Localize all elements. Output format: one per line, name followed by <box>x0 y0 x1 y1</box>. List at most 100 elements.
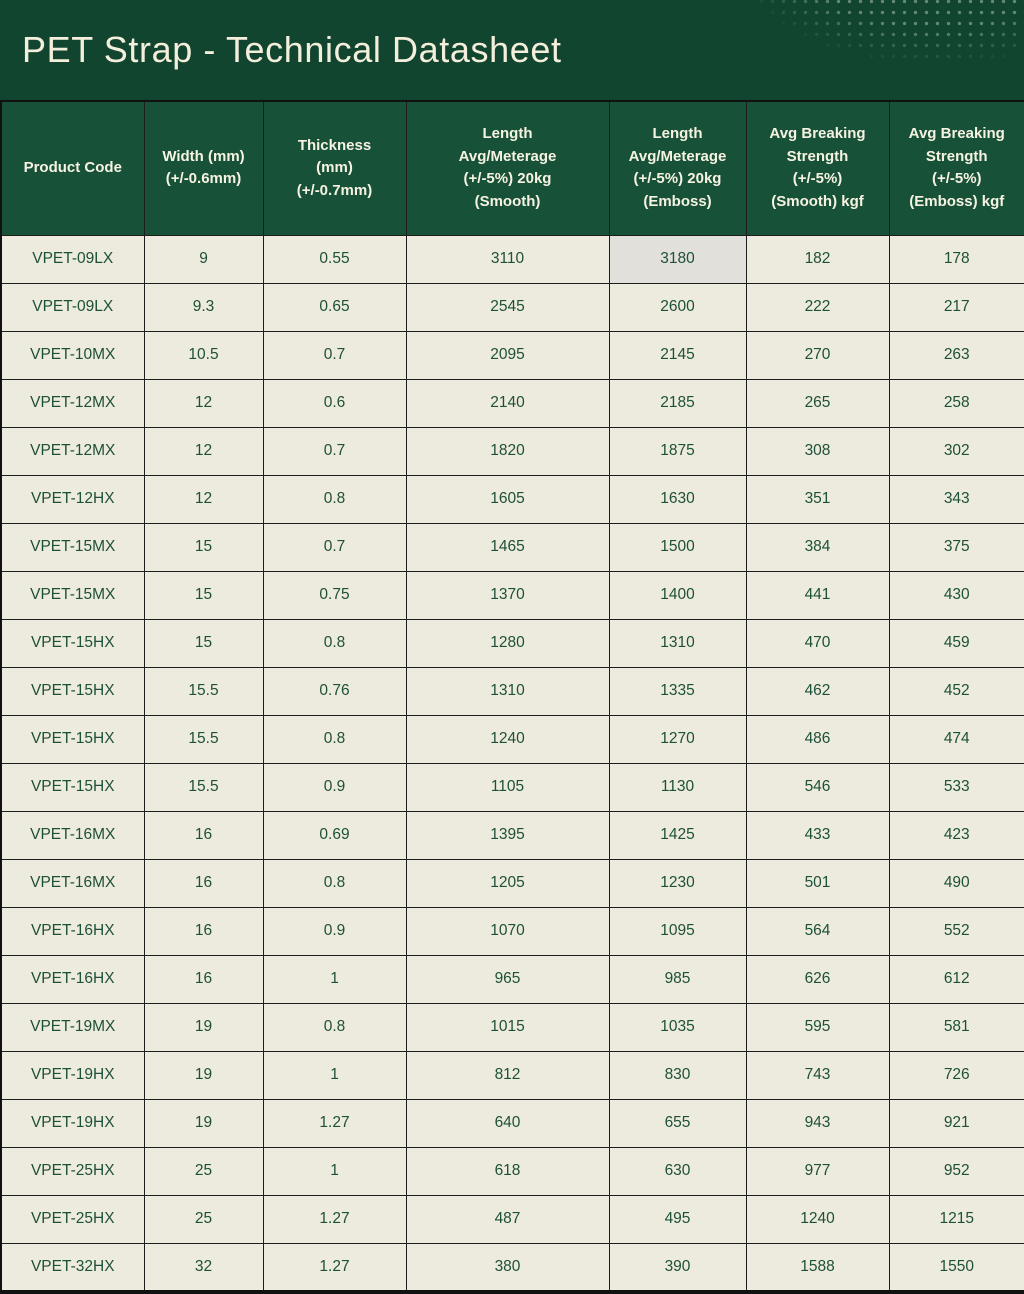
table-cell: 16 <box>143 810 264 860</box>
table-cell: 32 <box>143 1242 264 1292</box>
column-header: Avg Breaking Strength (+/-5%) (Smooth) k… <box>745 100 890 236</box>
table-row: VPET-15MX 15 0.7 1465 1500 384 375 <box>0 522 1024 572</box>
table-row: VPET-25HX 25 1.27 487 495 1240 1215 <box>0 1194 1024 1244</box>
product-code-cell: VPET-09LX <box>0 282 145 332</box>
table-cell: 0.8 <box>262 858 407 908</box>
table-cell: 2095 <box>405 330 610 380</box>
table-cell: 1.27 <box>262 1098 407 1148</box>
table-cell: 19 <box>143 1050 264 1100</box>
table-cell: 1.27 <box>262 1194 407 1244</box>
table-cell: 222 <box>745 282 890 332</box>
table-cell: 25 <box>143 1146 264 1196</box>
table-cell: 495 <box>608 1194 747 1244</box>
table-cell: 1 <box>262 1050 407 1100</box>
table-cell: 943 <box>745 1098 890 1148</box>
table-cell: 15 <box>143 522 264 572</box>
table-cell: 12 <box>143 474 264 524</box>
table-cell: 1425 <box>608 810 747 860</box>
table-cell: 0.7 <box>262 330 407 380</box>
table-cell: 1270 <box>608 714 747 764</box>
table-cell: 433 <box>745 810 890 860</box>
table-cell: 182 <box>745 234 890 284</box>
table-body: VPET-09LX 9 0.55 3110 3180 182 178 VPET-09LX 9.3… <box>0 234 1024 1292</box>
table-cell: 10.5 <box>143 330 264 380</box>
table-cell: 1035 <box>608 1002 747 1052</box>
table-cell: 0.8 <box>262 474 407 524</box>
table-cell: 726 <box>888 1050 1024 1100</box>
table-cell: 0.75 <box>262 570 407 620</box>
table-row: VPET-15HX 15.5 0.9 1105 1130 546 533 <box>0 762 1024 812</box>
table-cell: 1215 <box>888 1194 1024 1244</box>
table-row: VPET-15HX 15 0.8 1280 1310 470 459 <box>0 618 1024 668</box>
table-cell: 430 <box>888 570 1024 620</box>
table-cell: 9.3 <box>143 282 264 332</box>
table-cell: 1875 <box>608 426 747 476</box>
table-cell: 0.8 <box>262 1002 407 1052</box>
table-cell: 1070 <box>405 906 610 956</box>
table-cell: 452 <box>888 666 1024 716</box>
table-cell: 1240 <box>405 714 610 764</box>
table-cell: 423 <box>888 810 1024 860</box>
header-row: Product Code Width (mm) (+/-0.6mm) Thickne… <box>0 100 1024 236</box>
table-cell: 19 <box>143 1098 264 1148</box>
product-code-cell: VPET-25HX <box>0 1146 145 1196</box>
product-code-cell: VPET-25HX <box>0 1194 145 1244</box>
product-code-cell: VPET-16MX <box>0 858 145 908</box>
table-cell: 0.9 <box>262 762 407 812</box>
table-cell: 15 <box>143 618 264 668</box>
table-cell: 258 <box>888 378 1024 428</box>
table-cell: 0.76 <box>262 666 407 716</box>
product-code-cell: VPET-12MX <box>0 426 145 476</box>
table-row: VPET-15HX 15.5 0.8 1240 1270 486 474 <box>0 714 1024 764</box>
table-row: VPET-32HX 32 1.27 380 390 1588 1550 <box>0 1242 1024 1292</box>
table-cell: 0.6 <box>262 378 407 428</box>
halftone-dots-icon <box>624 0 1024 100</box>
table-row: VPET-16MX 16 0.69 1395 1425 433 423 <box>0 810 1024 860</box>
table-cell: 308 <box>745 426 890 476</box>
product-code-cell: VPET-12HX <box>0 474 145 524</box>
table-cell: 1205 <box>405 858 610 908</box>
column-header: Product Code <box>0 100 145 236</box>
table-row: VPET-15MX 15 0.75 1370 1400 441 430 <box>0 570 1024 620</box>
table-cell: 2545 <box>405 282 610 332</box>
table-cell: 0.8 <box>262 618 407 668</box>
table-cell: 16 <box>143 858 264 908</box>
table-row: VPET-12MX 12 0.7 1820 1875 308 302 <box>0 426 1024 476</box>
table-cell: 0.65 <box>262 282 407 332</box>
table-cell: 217 <box>888 282 1024 332</box>
product-code-cell: VPET-15HX <box>0 714 145 764</box>
table-cell: 0.55 <box>262 234 407 284</box>
table-cell: 1605 <box>405 474 610 524</box>
table-cell: 965 <box>405 954 610 1004</box>
table-cell: 655 <box>608 1098 747 1148</box>
table-row: VPET-19HX 19 1 812 830 743 726 <box>0 1050 1024 1100</box>
table-cell: 1588 <box>745 1242 890 1292</box>
table-row: VPET-16HX 16 0.9 1070 1095 564 552 <box>0 906 1024 956</box>
table-cell: 552 <box>888 906 1024 956</box>
table-cell: 533 <box>888 762 1024 812</box>
table-cell: 1500 <box>608 522 747 572</box>
table-cell: 0.7 <box>262 522 407 572</box>
table-cell: 380 <box>405 1242 610 1292</box>
table-cell: 2185 <box>608 378 747 428</box>
product-code-cell: VPET-19HX <box>0 1050 145 1100</box>
table-cell: 459 <box>888 618 1024 668</box>
table-cell: 985 <box>608 954 747 1004</box>
table-cell: 178 <box>888 234 1024 284</box>
table-cell: 487 <box>405 1194 610 1244</box>
table-row: VPET-19HX 19 1.27 640 655 943 921 <box>0 1098 1024 1148</box>
table-cell: 470 <box>745 618 890 668</box>
table-cell: 1465 <box>405 522 610 572</box>
column-header: Width (mm) (+/-0.6mm) <box>143 100 264 236</box>
table-cell: 1105 <box>405 762 610 812</box>
table-cell: 9 <box>143 234 264 284</box>
table-cell: 3110 <box>405 234 610 284</box>
title-banner: PET Strap - Technical Datasheet <box>0 0 1024 100</box>
product-code-cell: VPET-19HX <box>0 1098 145 1148</box>
table-cell: 618 <box>405 1146 610 1196</box>
table-cell: 977 <box>745 1146 890 1196</box>
table-row: VPET-12HX 12 0.8 1605 1630 351 343 <box>0 474 1024 524</box>
product-code-cell: VPET-19MX <box>0 1002 145 1052</box>
table-cell: 1310 <box>608 618 747 668</box>
